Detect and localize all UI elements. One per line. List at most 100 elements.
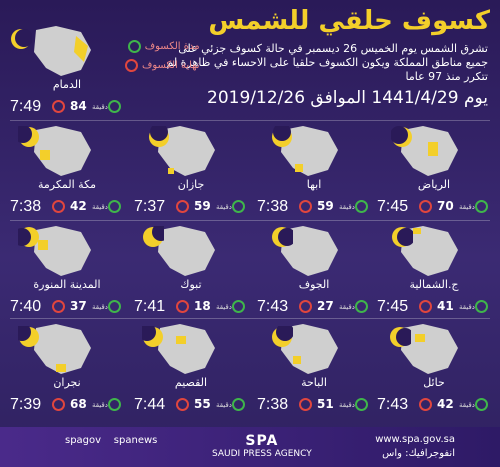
map-icon (34, 26, 91, 76)
duration-unit: دقيقة (339, 203, 355, 211)
city-card: القصيم 7:44 55 دقيقة (132, 318, 250, 418)
alarm-icon (176, 398, 189, 411)
end-time: 7:45 (377, 298, 409, 315)
clock-icon (108, 100, 121, 113)
footer: spagov spanews SPA SAUDI PRESS AGENCY ww… (0, 427, 500, 467)
end-time: 7:43 (377, 396, 409, 413)
end-time: 7:45 (377, 198, 409, 215)
city-name: حائل (423, 376, 445, 389)
city-name: تبوك (180, 278, 202, 291)
end-time: 7:38 (257, 198, 289, 215)
city-card: المدينة المنورة 7:40 37 دقيقة (8, 220, 126, 320)
city-name: الدمام (52, 78, 82, 91)
clock-icon (108, 300, 121, 313)
duration: 42 (437, 397, 454, 411)
city-card: الجوف 7:43 27 دقيقة (255, 220, 373, 320)
duration-unit: دقيقة (92, 401, 108, 409)
end-time: 7:49 (10, 98, 42, 115)
city-name: مكة المكرمة (37, 178, 97, 191)
clock-icon (108, 398, 121, 411)
city-card: حائل 7:43 42 دقيقة (375, 318, 493, 418)
duration: 84 (70, 99, 87, 113)
clock-icon (108, 200, 121, 213)
city-card: ج.الشمالية 7:45 41 دقيقة (375, 220, 493, 320)
duration: 59 (194, 199, 211, 213)
map-icon (401, 324, 458, 374)
duration: 68 (70, 397, 87, 411)
duration: 18 (194, 299, 211, 313)
alarm-icon (299, 200, 312, 213)
alarm-icon (125, 59, 138, 72)
city-card: الرياض 7:45 70 دقيقة (375, 120, 493, 220)
city-card: ابها 7:38 59 دقيقة (255, 120, 373, 220)
duration-unit: دقيقة (92, 103, 108, 111)
duration: 41 (437, 299, 454, 313)
clock-icon (127, 40, 141, 53)
duration-unit: دقيقة (92, 203, 108, 211)
map-icon (281, 126, 338, 176)
duration-unit: دقيقة (459, 203, 475, 211)
alarm-icon (52, 398, 65, 411)
end-time: 7:40 (10, 298, 42, 315)
duration-unit: دقيقة (92, 303, 108, 311)
social-handle[interactable]: spanews (113, 435, 158, 446)
alarm-icon (299, 398, 312, 411)
city-name: ابها (306, 178, 322, 191)
eclipse-icon (149, 126, 169, 147)
end-time: 7:38 (10, 198, 42, 215)
social-handle[interactable]: spagov (65, 435, 102, 446)
city-card: الدمام 7:49 84 دقيقة (8, 20, 126, 120)
map-icon (158, 324, 215, 374)
duration: 51 (317, 397, 334, 411)
map-icon (34, 126, 91, 176)
alarm-icon (419, 398, 432, 411)
social-handles: spagov spanews (65, 435, 157, 446)
city-name: نجران (53, 376, 81, 389)
map-icon (401, 226, 458, 276)
page-title: كسوف حلقي للشمس (208, 6, 490, 36)
city-card: مكة المكرمة 7:38 42 دقيقة (8, 120, 126, 220)
eclipse-icon (18, 326, 39, 347)
eclipse-icon (272, 227, 293, 247)
end-time: 7:37 (134, 198, 166, 215)
duration: 55 (194, 397, 211, 411)
map-icon (401, 126, 458, 176)
city-name: ج.الشمالية (409, 278, 459, 291)
eclipse-icon (18, 126, 39, 147)
duration-unit: دقيقة (216, 401, 232, 409)
clock-icon (355, 300, 368, 313)
legend-end: نهاية الكسوف (142, 60, 200, 71)
clock-icon (355, 200, 368, 213)
clock-icon (475, 300, 488, 313)
clock-icon (232, 200, 245, 213)
duration: 42 (70, 199, 87, 213)
clock-icon (232, 398, 245, 411)
end-time: 7:39 (10, 396, 42, 413)
eclipse-icon (143, 226, 164, 247)
duration-unit: دقيقة (459, 401, 475, 409)
clock-icon (475, 200, 488, 213)
map-icon (158, 126, 215, 176)
website-link[interactable]: www.spa.gov.sa (375, 434, 455, 445)
alarm-icon (52, 300, 65, 313)
duration-unit: دقيقة (339, 401, 355, 409)
eclipse-icon (392, 227, 413, 247)
clock-icon (475, 398, 488, 411)
alarm-icon (52, 100, 65, 113)
end-time: 7:43 (257, 298, 289, 315)
duration: 70 (437, 199, 454, 213)
city-name: الرياض (417, 178, 451, 191)
infographic-credit: انفوجرافيك: واس (382, 448, 455, 459)
city-name: الباحة (301, 376, 327, 389)
eclipse-icon (272, 126, 292, 147)
map-icon (34, 324, 91, 374)
eclipse-icon (272, 326, 293, 347)
legend-duration: مدة الكسوف (144, 41, 200, 52)
city-name: المدينة المنورة (33, 278, 101, 291)
map-icon (281, 324, 338, 374)
map-icon (34, 226, 91, 276)
eclipse-icon (391, 126, 412, 147)
legend: مدة الكسوف نهاية الكسوف (125, 40, 200, 78)
duration: 27 (317, 299, 334, 313)
city-card: تبوك 7:41 18 دقيقة (132, 220, 250, 320)
